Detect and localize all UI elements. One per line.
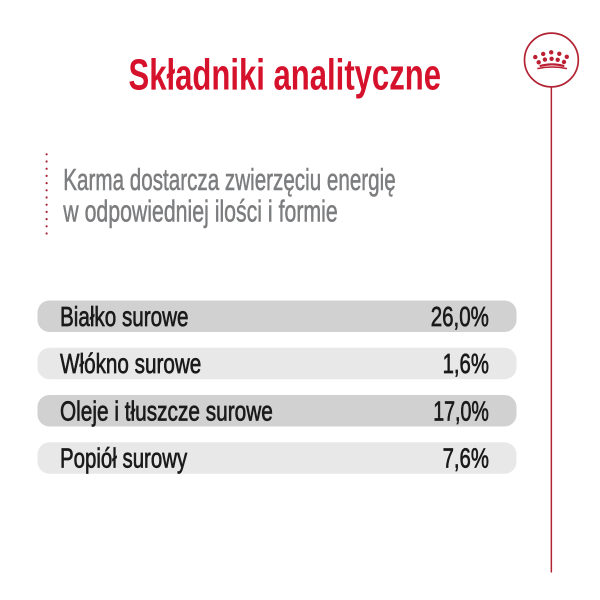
svg-text:w odpowiedniej ilości i formie: w odpowiedniej ilości i formie: [63, 194, 338, 229]
svg-text:Włókno surowe: Włókno surowe: [60, 348, 201, 379]
svg-text:Białko surowe: Białko surowe: [60, 301, 189, 332]
svg-text:Składniki analityczne: Składniki analityczne: [129, 51, 442, 100]
svg-text:1,6%: 1,6%: [443, 348, 489, 379]
svg-text:26,0%: 26,0%: [431, 301, 489, 332]
svg-text:Popiół surowy: Popiół surowy: [60, 443, 187, 474]
svg-text:Oleje i tłuszcze surowe: Oleje i tłuszcze surowe: [60, 395, 273, 426]
svg-text:Karma dostarcza zwierzęciu ene: Karma dostarcza zwierzęciu energię: [63, 162, 395, 197]
svg-text:7,6%: 7,6%: [443, 443, 489, 474]
svg-text:17,0%: 17,0%: [433, 395, 489, 426]
